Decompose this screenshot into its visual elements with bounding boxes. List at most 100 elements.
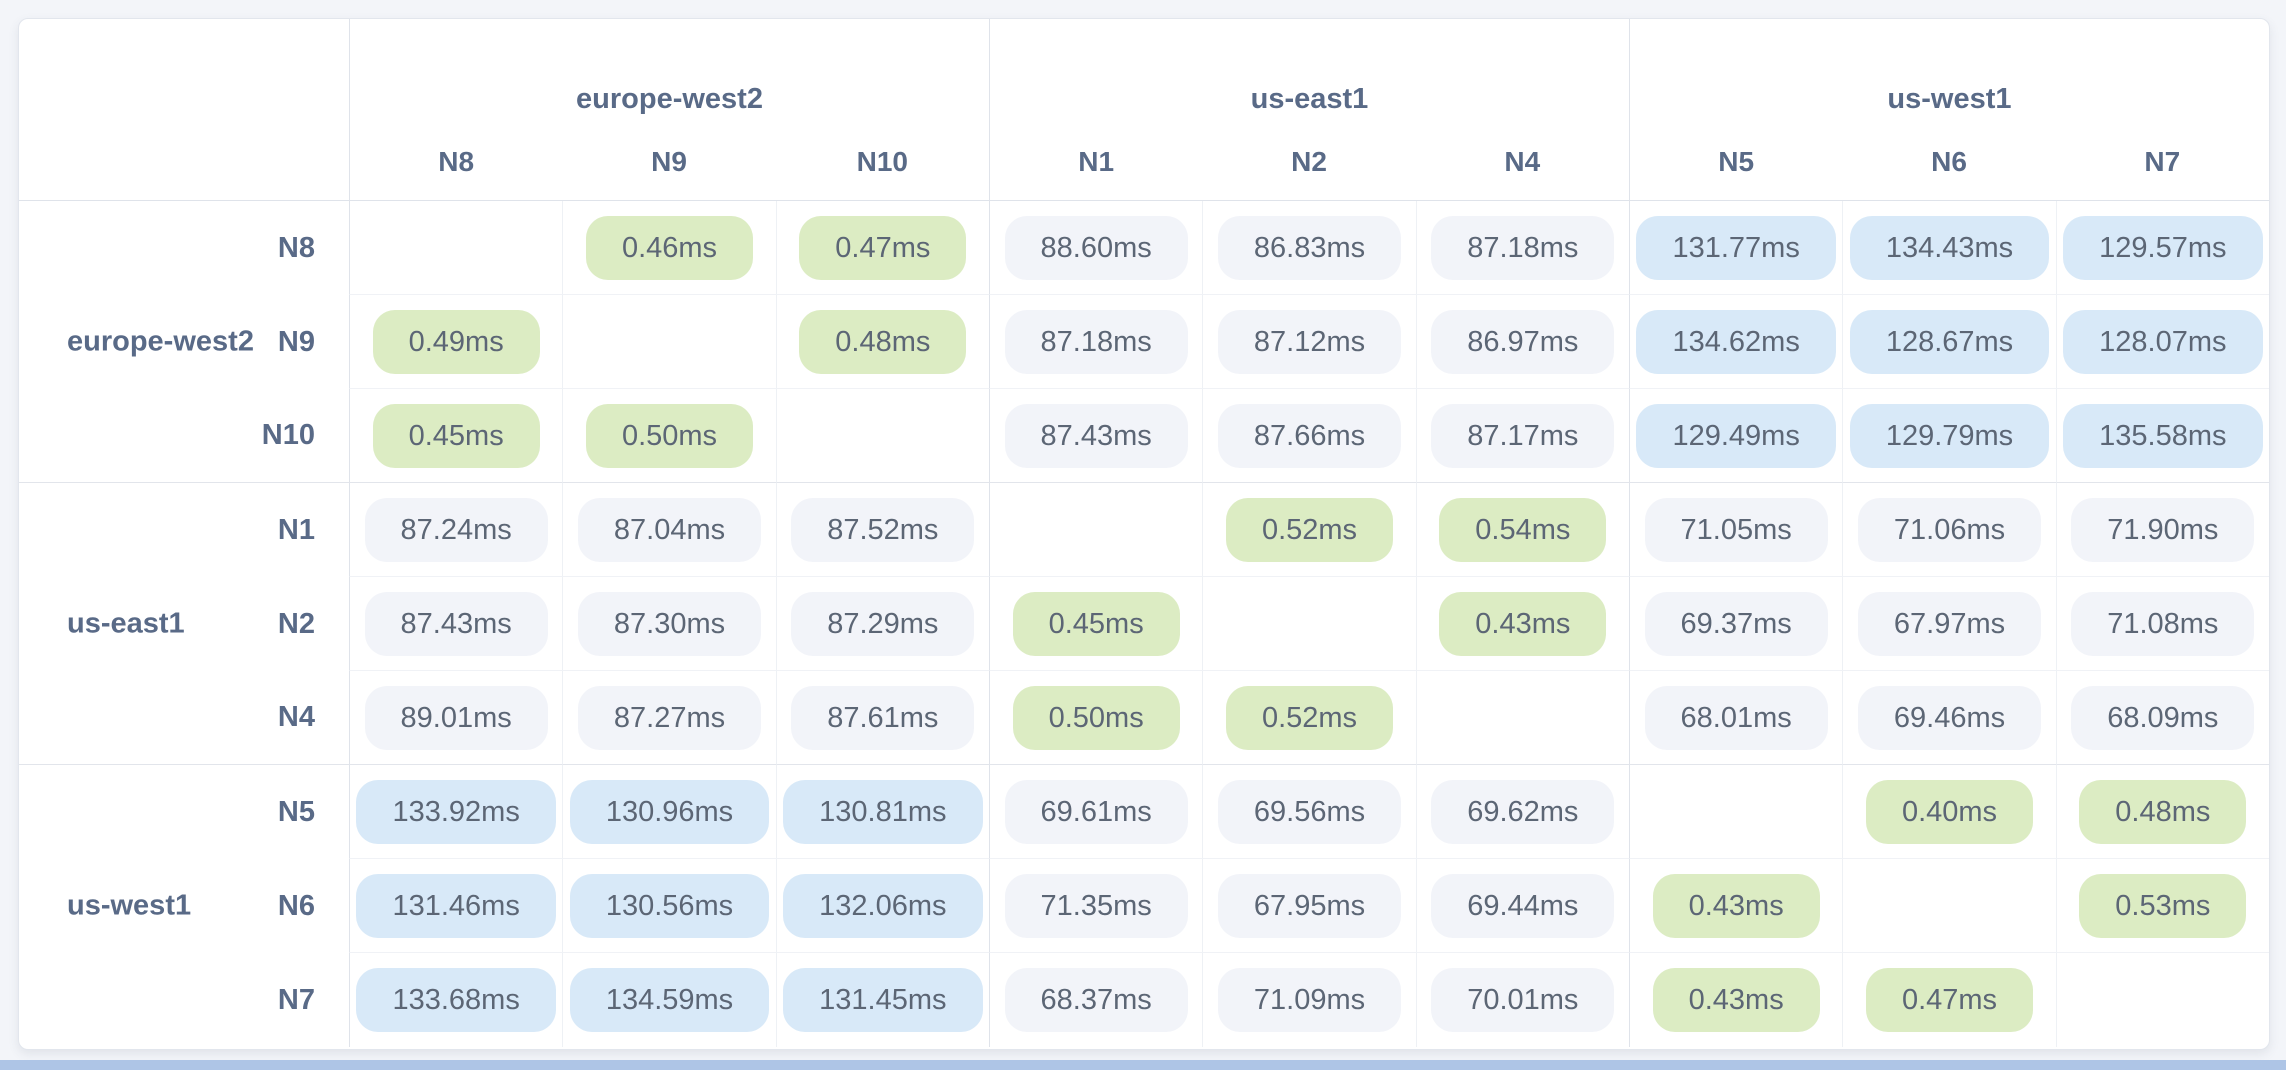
- region-name: us-east1: [1250, 82, 1369, 115]
- latency-cell: 0.40ms: [1842, 765, 2056, 859]
- row-node-label: N2: [277, 607, 315, 640]
- latency-pill-low: 0.54ms: [1439, 497, 1607, 562]
- latency-cell: 71.90ms: [2055, 483, 2269, 577]
- latency-pill-mid: 70.01ms: [1431, 968, 1615, 1032]
- bottom-bar: [0, 1060, 2286, 1070]
- latency-pill-high: 132.06ms: [783, 873, 983, 938]
- latency-pill-high: 130.96ms: [569, 779, 770, 844]
- region-name: us-west1: [1887, 82, 2012, 115]
- latency-cell: 71.35ms: [988, 859, 1203, 953]
- latency-pill-mid: 71.90ms: [2071, 497, 2255, 562]
- column-node-header: N5: [1628, 123, 1843, 201]
- latency-cell: 0.43ms: [1415, 577, 1629, 671]
- latency-pill-mid: 69.56ms: [1217, 779, 1402, 844]
- latency-cell: 87.30ms: [562, 577, 776, 671]
- latency-pill-low: 0.40ms: [1865, 779, 2034, 844]
- latency-cell: 0.47ms: [1842, 953, 2055, 1047]
- latency-cell: 87.52ms: [775, 483, 989, 577]
- latency-cell: 87.43ms: [988, 389, 1203, 483]
- latency-cell: 133.68ms: [349, 953, 562, 1047]
- latency-pill-mid: 87.61ms: [791, 685, 975, 750]
- row-header: N10: [19, 389, 349, 483]
- node-name: N4: [1504, 145, 1541, 177]
- latency-cell: 69.62ms: [1415, 765, 1629, 859]
- node-name: N10: [856, 145, 908, 177]
- matrix-corner: [19, 19, 349, 201]
- latency-pill-low: 0.43ms: [1652, 968, 1820, 1032]
- latency-pill-mid: 71.35ms: [1004, 873, 1188, 938]
- latency-cell: 130.81ms: [775, 765, 989, 859]
- latency-pill-low: 0.46ms: [585, 215, 754, 280]
- latency-cell: 87.04ms: [562, 483, 776, 577]
- latency-pill-low: 0.47ms: [799, 215, 967, 280]
- latency-pill-low: 0.47ms: [1865, 968, 2034, 1032]
- column-node-header: N8: [349, 123, 563, 201]
- latency-cell: 87.61ms: [775, 671, 989, 765]
- column-region-header: europe-west2: [349, 19, 989, 123]
- latency-pill-mid: 87.24ms: [364, 497, 548, 562]
- latency-cell: 86.97ms: [1415, 295, 1629, 389]
- row-node-label: N1: [277, 513, 315, 546]
- latency-pill-mid: 87.43ms: [1004, 403, 1188, 468]
- latency-pill-mid: 89.01ms: [364, 685, 548, 750]
- row-header: N8: [19, 201, 349, 295]
- latency-pill-mid: 87.30ms: [577, 591, 762, 656]
- latency-cell: 69.56ms: [1202, 765, 1416, 859]
- row-node-label: N10: [261, 419, 315, 451]
- latency-pill-low: 0.45ms: [1012, 591, 1180, 656]
- column-node-header: N4: [1415, 123, 1629, 201]
- latency-cell: 87.27ms: [562, 671, 776, 765]
- latency-cell: 87.24ms: [349, 483, 563, 577]
- latency-pill-mid: 69.37ms: [1644, 591, 1828, 656]
- latency-cell: 0.50ms: [562, 389, 776, 483]
- row-region-label: us-east1: [67, 607, 185, 640]
- latency-matrix: europe-west2 us-east1 us-west1 N8 N9 N10 N1 N2 N…: [19, 19, 2269, 1049]
- latency-cell: 0.52ms: [1202, 671, 1416, 765]
- row-header: N5: [19, 765, 349, 859]
- latency-cell: [562, 295, 776, 389]
- latency-cell: 87.29ms: [775, 577, 989, 671]
- latency-pill-mid: 69.46ms: [1857, 685, 2042, 750]
- latency-cell: 87.17ms: [1415, 389, 1629, 483]
- latency-cell: 87.66ms: [1202, 389, 1416, 483]
- latency-cell: 131.46ms: [349, 859, 563, 953]
- latency-pill-high: 131.45ms: [783, 968, 983, 1032]
- column-region-header: us-west1: [1628, 19, 2269, 123]
- latency-pill-low: 0.52ms: [1225, 497, 1394, 562]
- latency-cell: [1415, 671, 1629, 765]
- latency-cell: 67.95ms: [1202, 859, 1416, 953]
- latency-pill-low: 0.45ms: [372, 403, 540, 468]
- latency-cell: 134.43ms: [1842, 201, 2056, 295]
- latency-cell: 86.83ms: [1202, 201, 1416, 295]
- latency-pill-high: 130.56ms: [569, 873, 770, 938]
- latency-pill-low: 0.50ms: [1012, 685, 1180, 750]
- row-region-label: europe-west2: [67, 325, 254, 358]
- latency-cell: 129.49ms: [1628, 389, 1843, 483]
- latency-cell: 87.18ms: [1415, 201, 1629, 295]
- latency-cell: 87.18ms: [988, 295, 1203, 389]
- row-node-label: N8: [277, 231, 315, 264]
- latency-matrix-card: europe-west2 us-east1 us-west1 N8 N9 N10 N1 N2 N…: [18, 18, 2270, 1050]
- row-node-label: N9: [277, 325, 315, 358]
- latency-cell: [2055, 953, 2269, 1047]
- latency-pill-mid: 71.06ms: [1857, 497, 2042, 562]
- latency-cell: [988, 483, 1203, 577]
- latency-pill-low: 0.53ms: [2079, 873, 2247, 938]
- node-name: N7: [2144, 145, 2181, 177]
- latency-cell: 131.77ms: [1628, 201, 1843, 295]
- column-node-header: N6: [1842, 123, 2056, 201]
- row-node-label: N7: [277, 983, 315, 1016]
- latency-cell: 87.43ms: [349, 577, 563, 671]
- latency-pill-high: 129.57ms: [2063, 215, 2263, 280]
- latency-cell: 133.92ms: [349, 765, 563, 859]
- latency-cell: 0.45ms: [349, 389, 563, 483]
- node-name: N5: [1718, 145, 1755, 177]
- latency-pill-low: 0.43ms: [1652, 873, 1820, 938]
- latency-cell: 129.57ms: [2055, 201, 2269, 295]
- latency-pill-high: 133.68ms: [356, 968, 556, 1032]
- latency-cell: 68.01ms: [1628, 671, 1843, 765]
- latency-cell: 0.43ms: [1628, 859, 1843, 953]
- latency-cell: [775, 389, 989, 483]
- latency-cell: 135.58ms: [2055, 389, 2269, 483]
- latency-cell: 68.37ms: [988, 953, 1202, 1047]
